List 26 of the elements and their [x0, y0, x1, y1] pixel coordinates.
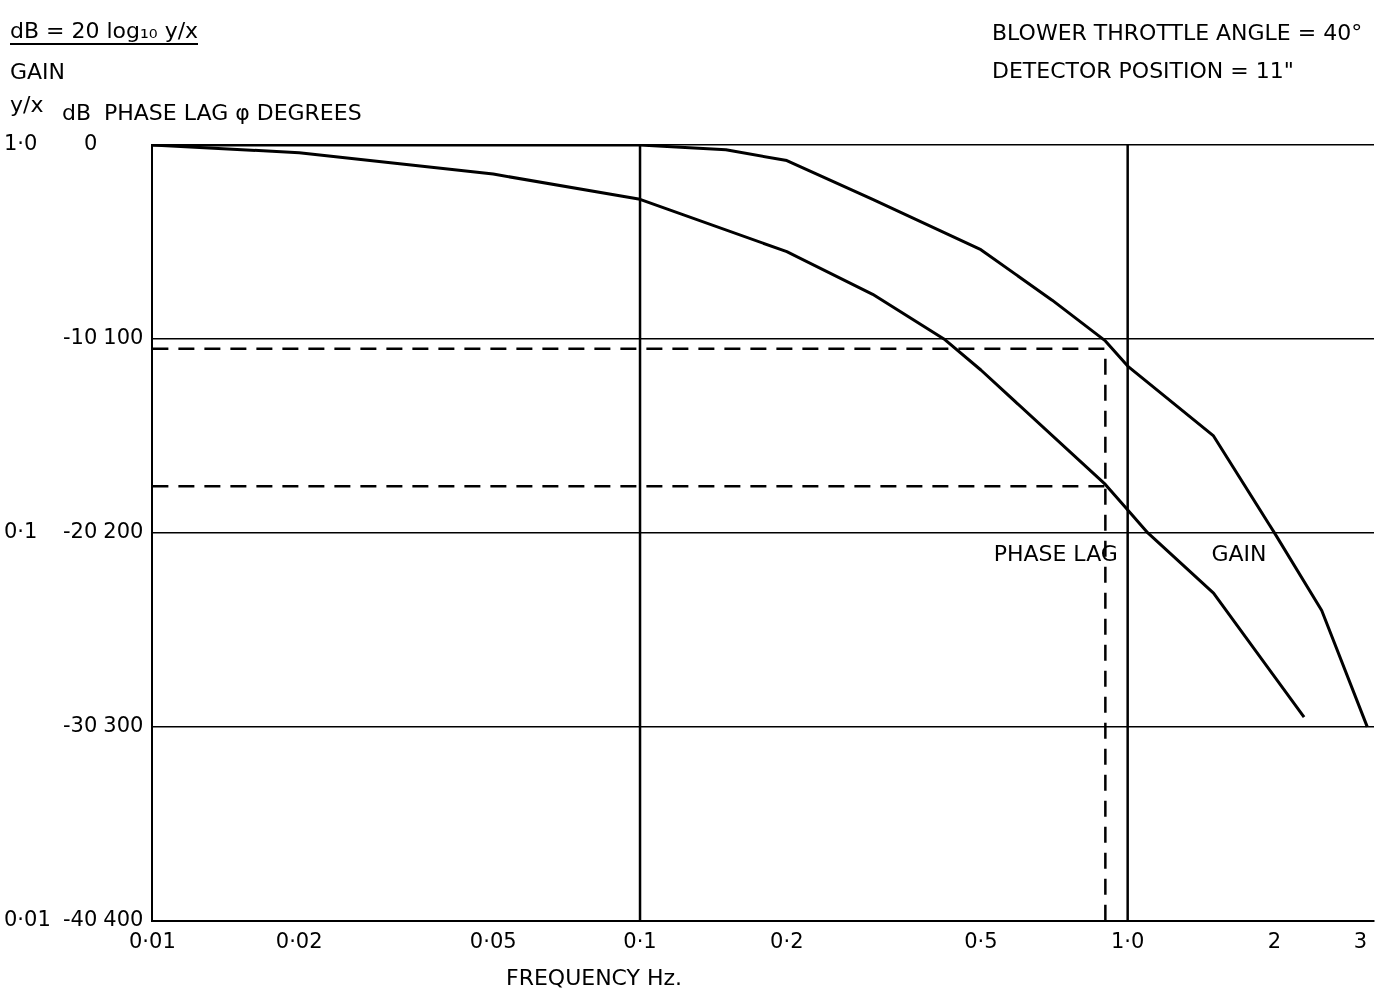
text: BLOWER THROTTLE ANGLE = 40° — [992, 20, 1363, 45]
x-axis-title: FREQUENCY Hz. — [506, 965, 683, 990]
x-tick-label: 0·05 — [469, 928, 517, 953]
text: 0·01 — [4, 907, 51, 932]
y-tick-label: -10 — [62, 325, 98, 350]
text: DETECTOR POSITION = 11" — [992, 58, 1294, 83]
y-tick-label: -20 — [62, 519, 98, 544]
x-tick-label: 2 — [1267, 928, 1282, 953]
text: 0·1 — [4, 519, 38, 544]
x-tick-label: 3 — [1353, 928, 1368, 953]
y-tick-label: -30 — [62, 713, 98, 738]
x-tick-label: 0·2 — [770, 928, 804, 953]
y2-axis-title: PHASE LAG φ DEGREES — [104, 100, 362, 125]
x-tick-label: 0·1 — [623, 928, 657, 953]
y2-tick-label: 100 — [103, 325, 144, 350]
x-tick-label: 0·5 — [964, 928, 998, 953]
x-tick-label: 0·02 — [275, 928, 323, 953]
x-tick-label: 1·0 — [1110, 928, 1145, 953]
y-tick-label: -40 — [62, 907, 98, 932]
series-label: PHASE LAG — [993, 540, 1118, 566]
y2-tick-label: 300 — [103, 713, 144, 738]
text: 1·0 — [4, 131, 38, 156]
text: dB = 20 log₁₀ y/x — [10, 18, 199, 45]
y-tick-label: 0 — [83, 131, 98, 156]
series-label: GAIN — [1211, 540, 1267, 566]
y2-tick-label: 200 — [103, 519, 144, 544]
